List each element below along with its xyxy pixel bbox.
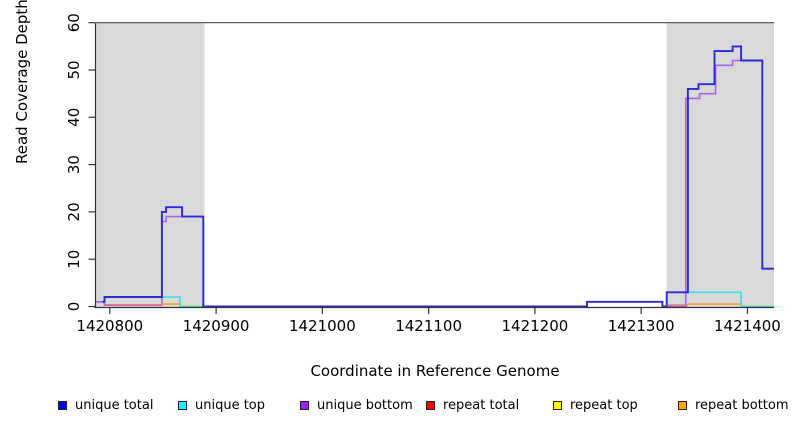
legend-label: unique bottom bbox=[317, 398, 413, 413]
x-tick-label: 1420800 bbox=[76, 317, 143, 335]
repeat-region-left bbox=[96, 22, 205, 307]
legend-swatch-icon bbox=[300, 401, 309, 410]
y-tick-label: 0 bbox=[65, 302, 83, 312]
x-tick-label: 1421400 bbox=[714, 317, 781, 335]
legend-label: repeat total bbox=[443, 398, 520, 413]
legend-swatch-icon bbox=[553, 401, 562, 410]
legend-item-unique-total: unique total bbox=[58, 398, 153, 413]
y-tick-label: 60 bbox=[65, 13, 83, 32]
legend-swatch-icon bbox=[58, 401, 67, 410]
legend-item-unique-bottom: unique bottom bbox=[300, 398, 413, 413]
y-tick-label: 40 bbox=[65, 108, 83, 127]
series-unique-total bbox=[102, 45, 774, 308]
x-tick-label: 1421000 bbox=[289, 317, 356, 335]
x-tick-label: 1421300 bbox=[608, 317, 675, 335]
x-axis-title: Coordinate in Reference Genome bbox=[0, 362, 792, 380]
legend-label: repeat bottom bbox=[695, 398, 789, 413]
y-tick-label: 30 bbox=[65, 155, 83, 174]
y-tick-label: 10 bbox=[65, 250, 83, 269]
x-tick-label: 1421200 bbox=[501, 317, 568, 335]
x-tick-label: 1420900 bbox=[183, 317, 250, 335]
legend-swatch-icon bbox=[426, 401, 435, 410]
y-tick-label: 50 bbox=[65, 60, 83, 79]
y-axis-title: Read Coverage Depth bbox=[13, 0, 31, 164]
legend-item-unique-top: unique top bbox=[178, 398, 265, 413]
y-tick-label: 20 bbox=[65, 202, 83, 221]
legend-label: unique top bbox=[195, 398, 266, 413]
repeat-region-right bbox=[666, 22, 774, 307]
x-tick-label: 1421100 bbox=[395, 317, 462, 335]
legend-swatch-icon bbox=[178, 401, 187, 410]
legend-item-repeat-total: repeat total bbox=[426, 398, 519, 413]
legend-item-repeat-bottom: repeat bottom bbox=[678, 398, 789, 413]
legend: unique total unique top unique bottom repea… bbox=[0, 398, 792, 418]
legend-item-repeat-top: repeat top bbox=[553, 398, 638, 413]
x-axis-title-text: Coordinate in Reference Genome bbox=[310, 362, 560, 380]
legend-swatch-icon bbox=[678, 401, 687, 410]
legend-label: repeat top bbox=[570, 398, 638, 413]
series-unique-top bbox=[687, 291, 774, 308]
legend-label: unique total bbox=[75, 398, 154, 413]
